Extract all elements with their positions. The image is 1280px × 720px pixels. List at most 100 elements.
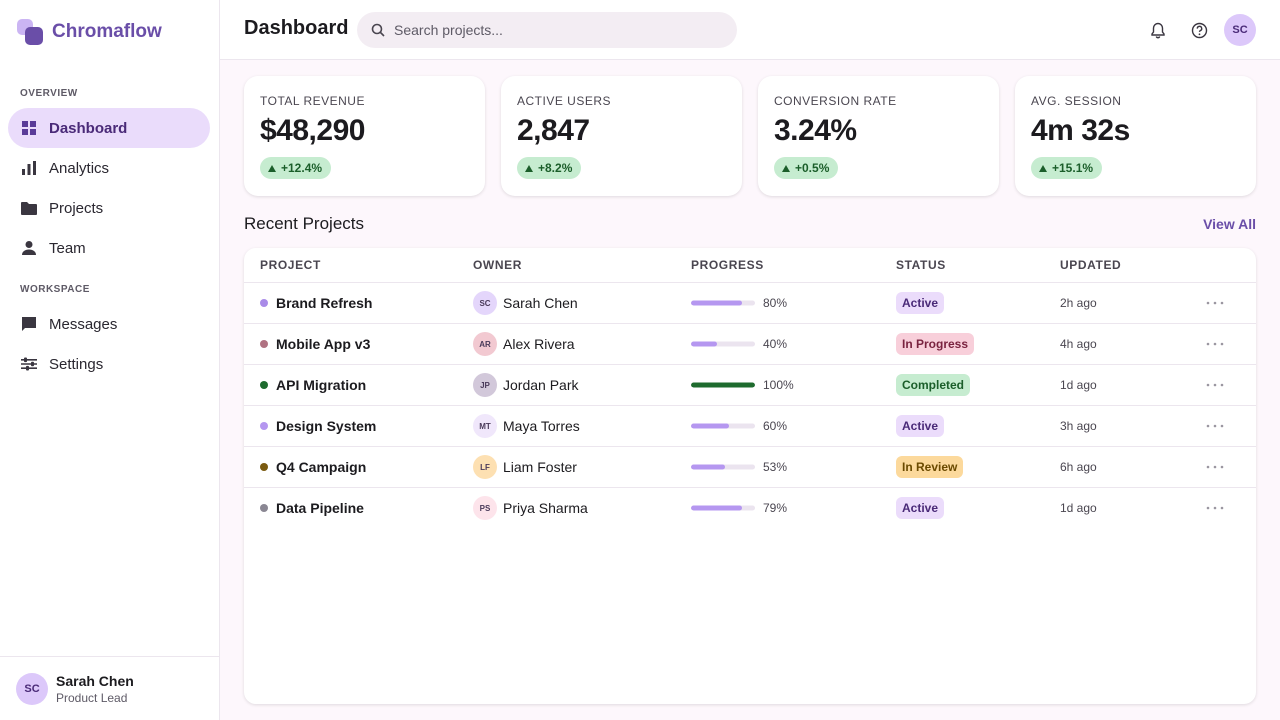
owner-avatar: AR [473,332,497,356]
nav-icon [20,355,38,373]
nav-icon [20,239,38,257]
nav-label: Team [49,239,86,257]
row-menu[interactable] [1206,465,1224,469]
kpi-card: ACTIVE USERS 2,847 +8.2% [501,76,742,196]
progress-bar [691,505,742,511]
status-dot [260,504,268,512]
column-header: PROGRESS [691,258,764,272]
kpi-change-text: +8.2% [538,161,573,175]
project-name: Brand Refresh [276,295,373,311]
table-row: Brand Refresh SC Sarah Chen 80% Active 2h ago [244,282,1256,323]
nav-label: Dashboard [49,119,128,137]
row-menu[interactable] [1206,301,1224,305]
project-name: Data Pipeline [276,500,364,516]
progress-bar [691,300,743,306]
user-avatar: SC [16,672,48,705]
progress-track [691,464,755,470]
owner-avatar: MT [473,414,497,438]
column-header: UPDATED [1060,258,1122,272]
trend-icon [268,164,276,172]
search-placeholder: Search projects... [394,22,503,38]
progress-label: 40% [763,337,788,351]
user-panel: SC Sarah Chen Product Lead [0,656,219,720]
kpi-card: TOTAL REVENUE $48,290 +12.4% [244,76,485,196]
kpi-change: +12.4% [260,157,332,179]
column-header: OWNER [473,258,522,272]
header-avatar[interactable]: SC [1224,14,1256,46]
notifications-button[interactable] [1150,22,1166,39]
progress-label: 79% [763,501,788,515]
table-row: Q4 Campaign LF Liam Foster 53% In Review 6h a… [244,446,1256,487]
nav-label: Analytics [49,159,110,177]
nav-item[interactable]: Settings [8,344,210,384]
help-button[interactable] [1191,22,1208,39]
section-title: Recent Projects [244,214,364,233]
progress-label: 53% [763,460,788,474]
progress-label: 60% [763,419,788,433]
kpi-value: 4m 32s [1031,114,1130,147]
owner-avatar: PS [473,496,497,520]
kpi-label: TOTAL REVENUE [260,94,365,108]
nav-item[interactable]: Analytics [8,148,210,188]
kpi-label: CONVERSION RATE [774,94,897,108]
search-box[interactable]: Search projects... [357,12,737,48]
project-name: API Migration [276,377,367,393]
nav-section-title: WORKSPACE [20,284,90,295]
kpi-value: $48,290 [260,114,365,147]
owner-name: Jordan Park [503,377,579,393]
status-badge: Active [896,415,945,437]
progress-bar [691,464,725,470]
nav-item[interactable]: Projects [8,188,210,228]
row-menu[interactable] [1206,342,1224,346]
nav-item[interactable]: Team [8,228,210,268]
nav-icon [20,199,38,217]
status-badge: In Review [896,456,964,478]
search-icon [371,23,385,37]
progress-track [691,382,755,388]
status-dot [260,381,268,389]
nav-label: Projects [49,199,104,217]
progress-track [691,300,755,306]
progress-bar [691,341,717,347]
owner-avatar: SC [473,291,497,315]
owner-name: Maya Torres [503,418,580,434]
user-name: Sarah Chen [56,672,134,689]
nav-icon [20,119,38,137]
view-all-link[interactable]: View All [1203,216,1256,232]
nav: OVERVIEW Dashboard Analytics Projects Team WO… [0,86,219,384]
status-badge: In Progress [896,333,975,355]
user-info: Sarah Chen Product Lead [56,673,134,705]
status-badge: Active [896,292,945,314]
owner-name: Sarah Chen [503,295,578,311]
nav-label: Messages [49,315,118,333]
progress-track [691,505,755,511]
brand: Chromaflow [16,18,162,46]
nav-item[interactable]: Dashboard [8,108,210,148]
progress-bar [691,423,730,429]
projects-table: PROJECT OWNER PROGRESS STATUS UPDATED Brand R… [244,248,1256,704]
sidebar: Chromaflow OVERVIEW Dashboard Analytics Pro… [0,0,220,720]
topbar: Dashboard Search projects... SC [220,0,1280,60]
kpi-card: AVG. SESSION 4m 32s +15.1% [1015,76,1256,196]
updated-time: 6h ago [1060,460,1097,474]
row-menu[interactable] [1206,506,1224,510]
progress-track [691,341,755,347]
nav-item[interactable]: Messages [8,304,210,344]
row-menu[interactable] [1206,383,1224,387]
status-badge: Active [896,497,945,519]
kpi-change-text: +0.5% [795,161,830,175]
row-menu[interactable] [1206,424,1224,428]
kpi-change-text: +12.4% [281,161,323,175]
project-name: Q4 Campaign [276,459,367,475]
status-badge: Completed [896,374,971,396]
progress-label: 100% [763,378,794,392]
kpi-label: AVG. SESSION [1031,94,1122,108]
kpi-card: CONVERSION RATE 3.24% +0.5% [758,76,999,196]
updated-time: 1d ago [1060,501,1097,515]
page-title: Dashboard [244,17,349,39]
kpi-label: ACTIVE USERS [517,94,612,108]
progress-bar [691,382,755,388]
table-row: API Migration JP Jordan Park 100% Completed 1… [244,364,1256,405]
owner-name: Liam Foster [503,459,577,475]
